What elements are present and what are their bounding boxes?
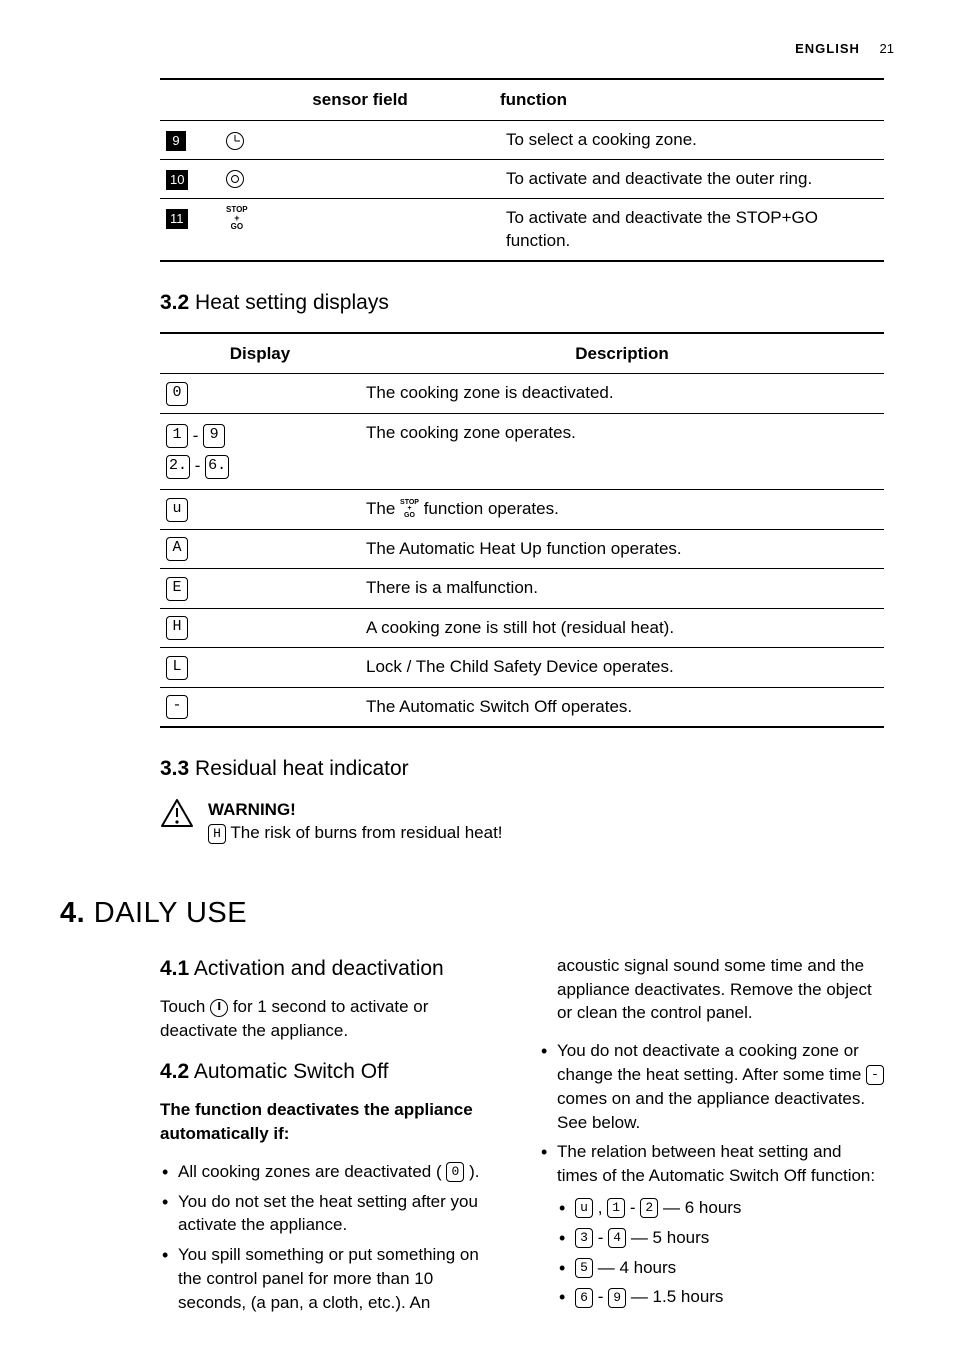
sec41-body: Touch for 1 second to activate or deacti… bbox=[160, 995, 505, 1043]
list-item: All cooking zones are deactivated ( 0 ). bbox=[160, 1160, 505, 1184]
row-func: To activate and deactivate the STOP+GO f… bbox=[500, 198, 884, 261]
list-item: 6 - 9 — 1.5 hours bbox=[557, 1285, 884, 1309]
row-num-badge: 9 bbox=[166, 131, 186, 151]
section-4-2-title: 4.2 Automatic Switch Off bbox=[160, 1057, 505, 1086]
seg-2d-icon: 2. bbox=[166, 455, 190, 479]
warning-title: WARNING! bbox=[208, 798, 503, 822]
seg-dash-inline-icon: - bbox=[866, 1065, 884, 1085]
row-desc: Lock / The Child Safety Device operates. bbox=[360, 648, 884, 688]
table-row: H A cooking zone is still hot (residual … bbox=[160, 608, 884, 648]
section-3-2-title: 3.2 Heat setting displays bbox=[160, 288, 884, 317]
seg-a-icon: A bbox=[166, 537, 188, 561]
seg-1-inline-icon: 1 bbox=[607, 1198, 625, 1218]
seg-0-icon: 0 bbox=[166, 382, 188, 406]
seg-h-inline-icon: H bbox=[208, 824, 226, 844]
power-icon bbox=[210, 999, 228, 1017]
heat-display-table: Display Description 0 The cooking zone i… bbox=[160, 332, 884, 729]
page-header: ENGLISH 21 bbox=[60, 40, 894, 58]
row-desc: The Automatic Heat Up function operates. bbox=[360, 529, 884, 569]
seg-1-icon: 1 bbox=[166, 424, 188, 448]
row-desc: There is a malfunction. bbox=[360, 569, 884, 609]
table-row: L Lock / The Child Safety Device operate… bbox=[160, 648, 884, 688]
seg-0-inline-icon: 0 bbox=[446, 1162, 464, 1182]
sensor-field-table: sensor field function 9 To select a cook… bbox=[160, 78, 884, 262]
seg-9-inline-icon: 9 bbox=[608, 1288, 626, 1308]
seg-e-icon: E bbox=[166, 577, 188, 601]
row-func: To select a cooking zone. bbox=[500, 120, 884, 159]
seg-6-inline-icon: 6 bbox=[575, 1288, 593, 1308]
row-desc: The Automatic Switch Off operates. bbox=[360, 687, 884, 727]
seg-u-inline-icon: u bbox=[575, 1198, 593, 1218]
sec42-bullets-left: All cooking zones are deactivated ( 0 ).… bbox=[160, 1160, 505, 1315]
stop-go-icon: STOP+GO bbox=[226, 206, 248, 231]
seg-h-icon: H bbox=[166, 616, 188, 640]
table-row: 1 - 9 2. - 6. The cooking zone operates. bbox=[160, 413, 884, 489]
row-desc: The cooking zone is deactivated. bbox=[360, 374, 884, 414]
table-row: - The Automatic Switch Off operates. bbox=[160, 687, 884, 727]
seg-u-icon: u bbox=[166, 498, 188, 522]
section-4-1-title: 4.1 Activation and deactivation bbox=[160, 954, 505, 983]
clock-icon bbox=[226, 132, 244, 150]
table-row: E There is a malfunction. bbox=[160, 569, 884, 609]
list-item: u , 1 - 2 — 6 hours bbox=[557, 1196, 884, 1220]
seg-5-inline-icon: 5 bbox=[575, 1258, 593, 1278]
list-item: You do not deactivate a cooking zone or … bbox=[539, 1039, 884, 1134]
table-row: 0 The cooking zone is deactivated. bbox=[160, 374, 884, 414]
stop-go-inline-icon: STOP+GO bbox=[400, 500, 419, 519]
warning-text: WARNING! H The risk of burns from residu… bbox=[208, 798, 503, 846]
warning-triangle-icon bbox=[160, 798, 194, 828]
seg-4-inline-icon: 4 bbox=[608, 1228, 626, 1248]
seg-2-inline-icon: 2 bbox=[640, 1198, 658, 1218]
row-desc: The cooking zone operates. bbox=[360, 413, 884, 489]
warning-block: WARNING! H The risk of burns from residu… bbox=[160, 798, 884, 846]
th-display: Display bbox=[160, 333, 360, 374]
seg-6d-icon: 6. bbox=[205, 455, 229, 479]
row-num-badge: 11 bbox=[166, 209, 188, 229]
sec42-bullets-right: You do not deactivate a cooking zone or … bbox=[539, 1039, 884, 1309]
list-item: 5 — 4 hours bbox=[557, 1256, 884, 1280]
table-row: 9 To select a cooking zone. bbox=[160, 120, 884, 159]
seg-9-icon: 9 bbox=[203, 424, 225, 448]
list-item: 3 - 4 — 5 hours bbox=[557, 1226, 884, 1250]
header-page: 21 bbox=[880, 41, 894, 56]
warning-body: The risk of burns from residual heat! bbox=[226, 823, 503, 842]
th-description: Description bbox=[360, 333, 884, 374]
section-3-3-title: 3.3 Residual heat indicator bbox=[160, 754, 884, 783]
seg-l-icon: L bbox=[166, 656, 188, 680]
list-item: You spill something or put something on … bbox=[160, 1243, 505, 1314]
table-row: u The STOP+GO function operates. bbox=[160, 490, 884, 530]
table-row: 11 STOP+GO To activate and deactivate th… bbox=[160, 198, 884, 261]
sec42-lead: The function deactivates the appliance a… bbox=[160, 1098, 505, 1146]
table-row: 10 To activate and deactivate the outer … bbox=[160, 159, 884, 198]
chapter-4-title: 4. DAILY USE bbox=[60, 893, 894, 934]
row-desc: A cooking zone is still hot (residual he… bbox=[360, 608, 884, 648]
list-item: The relation between heat setting and ti… bbox=[539, 1140, 884, 1309]
row-desc: The STOP+GO function operates. bbox=[360, 490, 884, 530]
row-func: To activate and deactivate the outer rin… bbox=[500, 159, 884, 198]
list-item: You do not set the heat setting after yo… bbox=[160, 1190, 505, 1238]
sec42-right-top: acoustic signal sound some time and the … bbox=[557, 954, 884, 1025]
table-row: A The Automatic Heat Up function operate… bbox=[160, 529, 884, 569]
seg-dash-icon: - bbox=[166, 695, 188, 719]
row-num-badge: 10 bbox=[166, 170, 188, 190]
header-language: ENGLISH bbox=[795, 41, 860, 56]
th-function: function bbox=[500, 79, 884, 120]
th-sensor-field: sensor field bbox=[220, 79, 500, 120]
th-blank bbox=[160, 79, 220, 120]
ring-icon bbox=[226, 170, 244, 188]
seg-3-inline-icon: 3 bbox=[575, 1228, 593, 1248]
